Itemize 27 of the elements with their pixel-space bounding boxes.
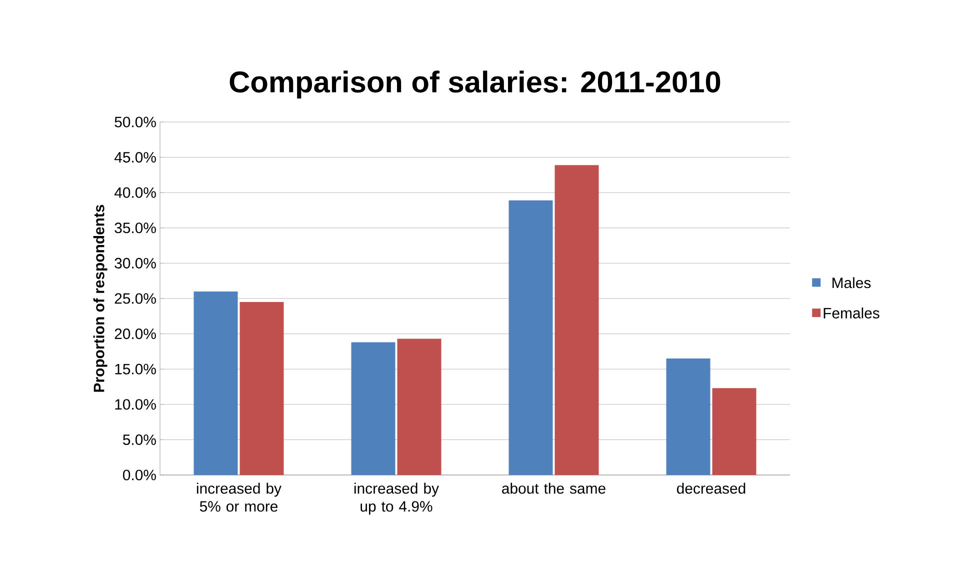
y-tick-label: 30.0% [114, 258, 156, 268]
bar [554, 165, 599, 475]
bar [712, 388, 756, 475]
y-tick-label: 45.0% [114, 152, 156, 163]
chart-title: Comparison of salaries: 2011-2010 [230, 70, 720, 99]
bar [194, 291, 238, 475]
x-tick-label: about the same [502, 482, 606, 494]
y-tick-label: 15.0% [115, 364, 156, 374]
legend-label: Females [824, 307, 880, 318]
y-tick-label: 5.0% [123, 434, 156, 445]
y-tick-label: 40.0% [114, 187, 156, 198]
y-tick-label: 25.0% [114, 293, 156, 304]
y-tick-label: 10.0% [115, 399, 156, 410]
y-tick-label: 0.0% [122, 470, 156, 480]
bar [240, 302, 284, 475]
bar [508, 200, 553, 475]
bar [666, 358, 710, 475]
legend-label: Males [832, 277, 871, 288]
x-tick-label: increased by up to 4.9% [354, 482, 439, 515]
x-tick-label: decreased [676, 482, 746, 494]
y-tick-label: 50.0% [114, 116, 156, 128]
bar [397, 338, 442, 475]
y-axis-title: Proportion of respondents [93, 204, 108, 392]
x-tick-label: increased by 5% or more [196, 482, 282, 512]
y-tick-label: 35.0% [114, 222, 156, 234]
bar [351, 342, 396, 475]
y-tick-label: 20.0% [114, 328, 156, 340]
